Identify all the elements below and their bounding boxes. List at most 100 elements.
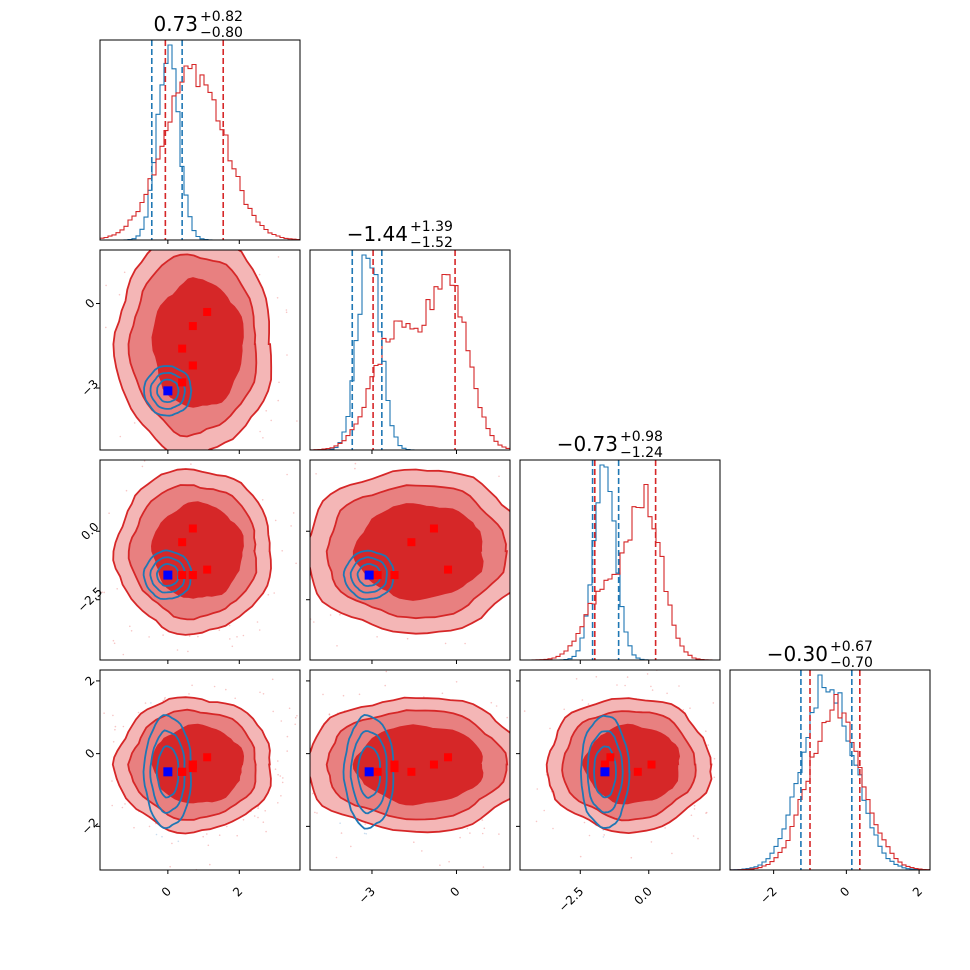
posterior-sample-point xyxy=(314,317,316,319)
prior-contour-line xyxy=(143,365,193,417)
posterior-sample-point xyxy=(545,707,547,709)
posterior-sample-point xyxy=(297,760,299,762)
posterior-sample-point xyxy=(286,473,288,476)
posterior-sample-point xyxy=(258,629,261,631)
posterior-sample-point xyxy=(201,462,203,464)
posterior-sample-point xyxy=(335,856,338,859)
posterior-sample-point xyxy=(595,676,598,678)
posterior-sample-point xyxy=(224,464,226,466)
contour-panel-p3-vs-p2 xyxy=(224,452,604,664)
prior-contour-line xyxy=(356,745,381,799)
posterior-sample-point xyxy=(581,699,584,701)
posterior-sample-point xyxy=(90,240,92,242)
posterior-sample-point xyxy=(270,419,273,422)
posterior-contour-inner xyxy=(582,723,681,805)
posterior-sample-point xyxy=(354,462,357,465)
posterior-sample-point xyxy=(406,637,409,640)
posterior-sample-point xyxy=(144,702,147,704)
posterior-sample-point xyxy=(552,827,554,830)
posterior-sample-point xyxy=(290,545,292,547)
posterior-sample-point xyxy=(602,478,604,480)
sample-marker xyxy=(188,571,197,580)
x-tick-label: 0 xyxy=(159,884,174,899)
posterior-sample-point xyxy=(226,661,228,663)
x-tick-label: −3 xyxy=(356,884,378,906)
param-title-value: −1.44 xyxy=(347,222,408,246)
posterior-sample-point xyxy=(466,827,469,830)
posterior-sample-point xyxy=(259,691,261,694)
axes-frame xyxy=(99,669,301,871)
posterior-sample-point xyxy=(358,693,361,696)
posterior-sample-point xyxy=(384,684,387,687)
posterior-sample-point xyxy=(602,527,604,529)
posterior-sample-point xyxy=(651,689,654,691)
posterior-sample-point xyxy=(197,635,199,638)
posterior-sample-point xyxy=(707,744,709,746)
posterior-sample-point xyxy=(475,452,477,454)
posterior-sample-point xyxy=(650,841,653,843)
posterior-sample-point xyxy=(616,684,618,686)
posterior-sample-point xyxy=(274,730,276,732)
x-tick-label: 2 xyxy=(230,884,245,899)
prior-contour-line xyxy=(356,563,382,587)
posterior-sample-point xyxy=(114,725,117,728)
posterior-sample-point xyxy=(246,444,248,446)
posterior-sample-point xyxy=(455,666,457,668)
posterior-sample-point xyxy=(190,463,192,465)
posterior-sample-point xyxy=(207,844,210,847)
contour-panel-p2-vs-p1 xyxy=(90,187,316,465)
posterior-sample-point xyxy=(101,591,103,593)
posterior-sample-point xyxy=(286,735,289,738)
posterior-sample-point xyxy=(176,187,178,189)
sample-marker xyxy=(444,753,453,762)
posterior-sample-point xyxy=(689,707,691,709)
posterior-sample-point xyxy=(272,710,275,713)
posterior-sample-point xyxy=(194,668,196,670)
posterior-sample-point xyxy=(588,834,591,837)
posterior-sample-point xyxy=(277,256,280,258)
posterior-sample-point xyxy=(236,834,238,837)
axes-frame xyxy=(99,39,301,241)
posterior-sample-point xyxy=(737,845,739,847)
posterior-sample-point xyxy=(261,499,264,501)
posterior-sample-point xyxy=(288,707,291,710)
prior-histogram xyxy=(100,44,300,240)
posterior-sample-point xyxy=(721,698,723,700)
posterior-sample-point xyxy=(664,827,666,829)
posterior-sample-point xyxy=(732,697,734,699)
posterior-sample-point xyxy=(483,827,486,830)
truth-marker xyxy=(163,570,173,580)
posterior-sample-point xyxy=(26,566,28,568)
posterior-sample-point xyxy=(199,240,201,242)
posterior-sample-point xyxy=(262,437,264,439)
posterior-sample-point xyxy=(517,784,519,786)
x-tick-label: −2 xyxy=(757,884,779,906)
posterior-sample-point xyxy=(560,598,562,600)
posterior-sample-point xyxy=(148,636,150,638)
posterior-histogram xyxy=(310,273,510,450)
posterior-sample-point xyxy=(154,222,156,224)
sample-marker xyxy=(390,764,399,773)
posterior-sample-point xyxy=(302,651,304,653)
posterior-sample-point xyxy=(550,524,552,526)
posterior-sample-point xyxy=(253,463,255,465)
sample-marker xyxy=(188,361,197,370)
posterior-sample-point xyxy=(301,818,303,820)
prior-contour-line xyxy=(342,713,395,830)
posterior-sample-point xyxy=(511,541,513,543)
sample-marker xyxy=(633,767,642,776)
posterior-sample-point xyxy=(441,692,444,695)
prior-contour-line xyxy=(149,729,186,814)
prior-sample-point xyxy=(339,822,341,824)
posterior-sample-point xyxy=(176,649,179,651)
posterior-sample-point xyxy=(482,866,485,868)
posterior-sample-point xyxy=(350,845,352,848)
posterior-sample-point xyxy=(169,865,171,868)
prior-sample-point xyxy=(365,833,368,835)
posterior-sample-point xyxy=(690,814,693,817)
posterior-sample-point xyxy=(206,833,208,835)
posterior-sample-point xyxy=(512,523,514,525)
posterior-sample-point xyxy=(563,708,565,711)
sample-marker xyxy=(429,760,438,769)
posterior-sample-point xyxy=(133,826,135,829)
